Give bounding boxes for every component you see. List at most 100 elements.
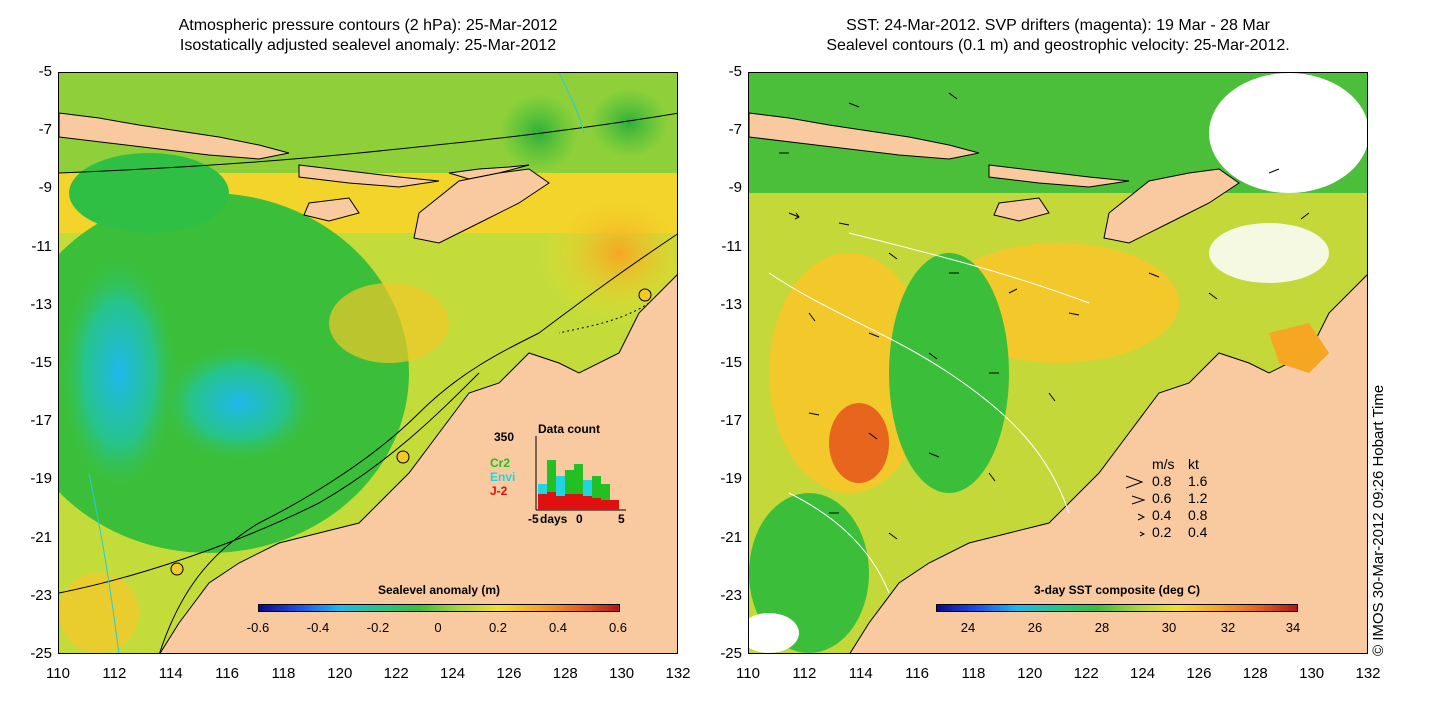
left-x-tick-label: 118: [271, 665, 296, 682]
left-title-line2: Isostatically adjusted sealevel anomaly:…: [179, 37, 557, 54]
inset-mission-cr2: Cr2: [490, 456, 511, 470]
right-x-tick-label: 114: [848, 665, 873, 682]
right-x-tick-label: 128: [1242, 665, 1268, 682]
sealevel-colorbar-tick: 0: [434, 620, 442, 635]
left-y-tick-label: -11: [31, 237, 52, 255]
sst-colorbar-tick: 32: [1220, 620, 1236, 635]
velocity-arrow-0-8: [1125, 475, 1144, 489]
velocity-legend-ms: 0.8: [1152, 473, 1172, 489]
velocity-legend-ms: 0.6: [1152, 490, 1172, 506]
velocity-legend-kt: 1.6: [1188, 473, 1208, 489]
sealevel-colorbar: [258, 604, 620, 612]
sst-colorbar-label: 3-day SST composite (deg C): [1033, 583, 1201, 597]
right-title-line1: SST: 24-Mar-2012. SVP drifters (magenta)…: [846, 17, 1270, 34]
sealevel-colorbar-tick: 0.4: [548, 620, 568, 635]
left-x-tick-label: 130: [609, 665, 635, 682]
right-y-tick-label: -11: [721, 237, 742, 255]
sealevel-colorbar-tick: 0.2: [488, 620, 508, 635]
sealevel-colorbar-tick: -0.2: [366, 620, 390, 635]
copyright-notice: © IMOS 30-Mar-2012 09:26 Hobart Time: [1370, 385, 1394, 680]
left-y-tick-label: -7: [38, 121, 52, 139]
velocity-legend-ms: 0.4: [1152, 507, 1172, 523]
left-y-tick-label: -5: [38, 63, 52, 80]
left-y-tick-label: -17: [30, 412, 52, 430]
left-x-tick-label: 120: [327, 665, 353, 682]
right-x-tick-label: 130: [1299, 665, 1325, 682]
velocity-legend-kt: 0.4: [1188, 524, 1208, 540]
left-y-tick-label: -25: [30, 645, 52, 662]
inset-x-tick-zero: 0: [576, 512, 583, 526]
sst-map: [748, 72, 1368, 654]
right-y-tick-label: -25: [720, 645, 742, 662]
sealevel-colorbar-tick: -0.6: [246, 620, 270, 635]
left-x-tick-label: 124: [440, 665, 466, 682]
velocity-legend-kt: 1.2: [1188, 490, 1208, 506]
velocity-legend-arrows: [1125, 475, 1146, 537]
left-x-tick-label: 128: [552, 665, 578, 682]
left-x-tick-label: 122: [383, 665, 409, 682]
right-y-tick-label: -15: [720, 354, 742, 371]
right-x-tick-label: 132: [1355, 665, 1381, 682]
left-x-tick-label: 126: [496, 665, 522, 682]
right-x-tick-label: 120: [1017, 665, 1043, 682]
right-y-tick-label: -17: [720, 412, 742, 430]
velocity-arrow-0-2: [1139, 531, 1146, 537]
left-x-tick-label: 132: [665, 665, 691, 682]
left-y-tick-label: -13: [30, 295, 52, 313]
sst-colorbar-tick: 24: [960, 620, 976, 635]
inset-title: Data count: [538, 422, 601, 436]
left-y-tick-label: -9: [38, 179, 52, 197]
sst-colorbar-tick: 34: [1285, 620, 1301, 635]
inset-x-label: days: [540, 512, 568, 526]
sealevel-colorbar-tick: 0.6: [608, 620, 628, 635]
right-y-tick-label: -23: [720, 586, 742, 604]
sealevel-anomaly-map: [58, 72, 678, 654]
copyright-text: © IMOS 30-Mar-2012 09:26 Hobart Time: [1370, 384, 1387, 656]
right-x-tick-label: 124: [1130, 665, 1156, 682]
right-y-tick-label: -7: [728, 121, 742, 139]
sst-colorbar-tick: 28: [1094, 620, 1110, 635]
velocity-legend-kt: 0.8: [1188, 507, 1208, 523]
inset-y-top: 350: [494, 430, 515, 444]
velocity-legend-header-ms: m/s: [1152, 456, 1175, 472]
inset-histogram: [535, 436, 626, 511]
right-y-tick-label: -13: [720, 295, 742, 313]
inset-x-tick-max: 5: [618, 512, 625, 526]
velocity-arrow-0-6: [1131, 495, 1146, 505]
left-x-tick-label: 114: [158, 665, 183, 682]
inset-mission-envi: Envi: [490, 470, 516, 484]
right-y-tick-label: -5: [728, 63, 742, 80]
sealevel-colorbar-label: Sealevel anomaly (m): [377, 583, 501, 597]
right-x-tick-label: 118: [961, 665, 986, 682]
left-x-tick-label: 110: [46, 665, 70, 682]
sst-colorbar-tick: 26: [1027, 620, 1043, 635]
inset-mission-j2: J-2: [490, 484, 508, 498]
left-y-tick-label: -23: [30, 586, 52, 604]
velocity-legend-header-kt: kt: [1188, 456, 1199, 472]
left-title-line1: Atmospheric pressure contours (2 hPa): 2…: [178, 17, 558, 34]
left-x-tick-label: 112: [102, 665, 127, 682]
right-x-tick-label: 112: [792, 665, 817, 682]
left-y-tick-label: -15: [30, 354, 52, 371]
right-y-tick-label: -19: [720, 470, 742, 488]
velocity-legend-ms: 0.2: [1152, 524, 1172, 540]
right-x-tick-label: 126: [1186, 665, 1212, 682]
sealevel-anomaly-map-graphic: [59, 73, 677, 653]
right-y-tick-label: -21: [720, 528, 742, 546]
left-y-tick-label: -21: [30, 528, 52, 546]
right-x-tick-label: 110: [736, 665, 760, 682]
sst-colorbar-tick: 30: [1161, 620, 1177, 635]
right-y-tick-label: -9: [728, 179, 742, 197]
velocity-arrow-0-4: [1137, 513, 1146, 521]
left-panel-title: Atmospheric pressure contours (2 hPa): 2…: [58, 16, 678, 56]
sealevel-colorbar-tick: -0.4: [306, 620, 330, 635]
right-x-tick-label: 122: [1073, 665, 1099, 682]
left-y-tick-label: -19: [30, 470, 52, 488]
inset-x-tick-min: -5: [528, 512, 539, 526]
left-x-tick-label: 116: [215, 665, 240, 682]
right-panel-title: SST: 24-Mar-2012. SVP drifters (magenta)…: [748, 16, 1368, 56]
right-title-line2: Sealevel contours (0.1 m) and geostrophi…: [826, 37, 1290, 54]
right-x-tick-label: 116: [905, 665, 930, 682]
sst-colorbar: [936, 604, 1298, 612]
sst-map-graphic: [749, 73, 1367, 653]
